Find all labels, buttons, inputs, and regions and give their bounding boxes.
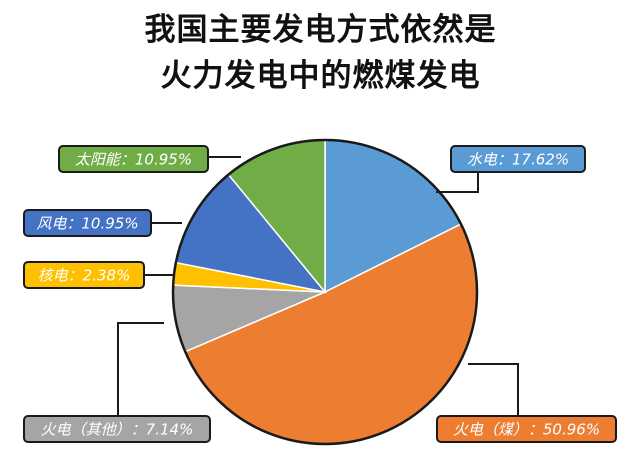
leader-line-thermal-other	[117, 322, 164, 416]
data-label-text: 风电：10.95%	[36, 215, 138, 233]
data-label-box	[450, 145, 586, 173]
data-label-text: 水电：17.62%	[467, 151, 569, 169]
data-label-wind: 风电：10.95%	[23, 209, 152, 237]
data-label-box	[23, 209, 152, 237]
data-label-text: 火电（煤）：50.96%	[453, 421, 600, 439]
leader-line-coal	[468, 363, 519, 416]
data-label-solar: 太阳能：10.95%	[58, 145, 209, 173]
data-label-box	[23, 261, 145, 289]
data-label-text: 太阳能：10.95%	[75, 151, 192, 169]
chart-title-line-2: 火力发电中的燃煤发电	[160, 58, 481, 94]
data-label-nuclear: 核电：2.38%	[23, 261, 145, 289]
data-label-text: 火电（其他）：7.14%	[41, 421, 194, 439]
data-label-box	[23, 415, 211, 443]
data-label-coal: 火电（煤）：50.96%	[436, 415, 617, 443]
data-label-text: 核电：2.38%	[38, 267, 131, 285]
leader-line-hydro	[436, 172, 479, 193]
data-label-box	[436, 415, 617, 443]
data-label-hydro: 水电：17.62%	[450, 145, 586, 173]
data-label-box	[58, 145, 209, 173]
data-label-thermal-other: 火电（其他）：7.14%	[23, 415, 211, 443]
chart-title-line-1: 我国主要发电方式依然是	[144, 12, 497, 48]
pie-outline	[171, 138, 479, 446]
